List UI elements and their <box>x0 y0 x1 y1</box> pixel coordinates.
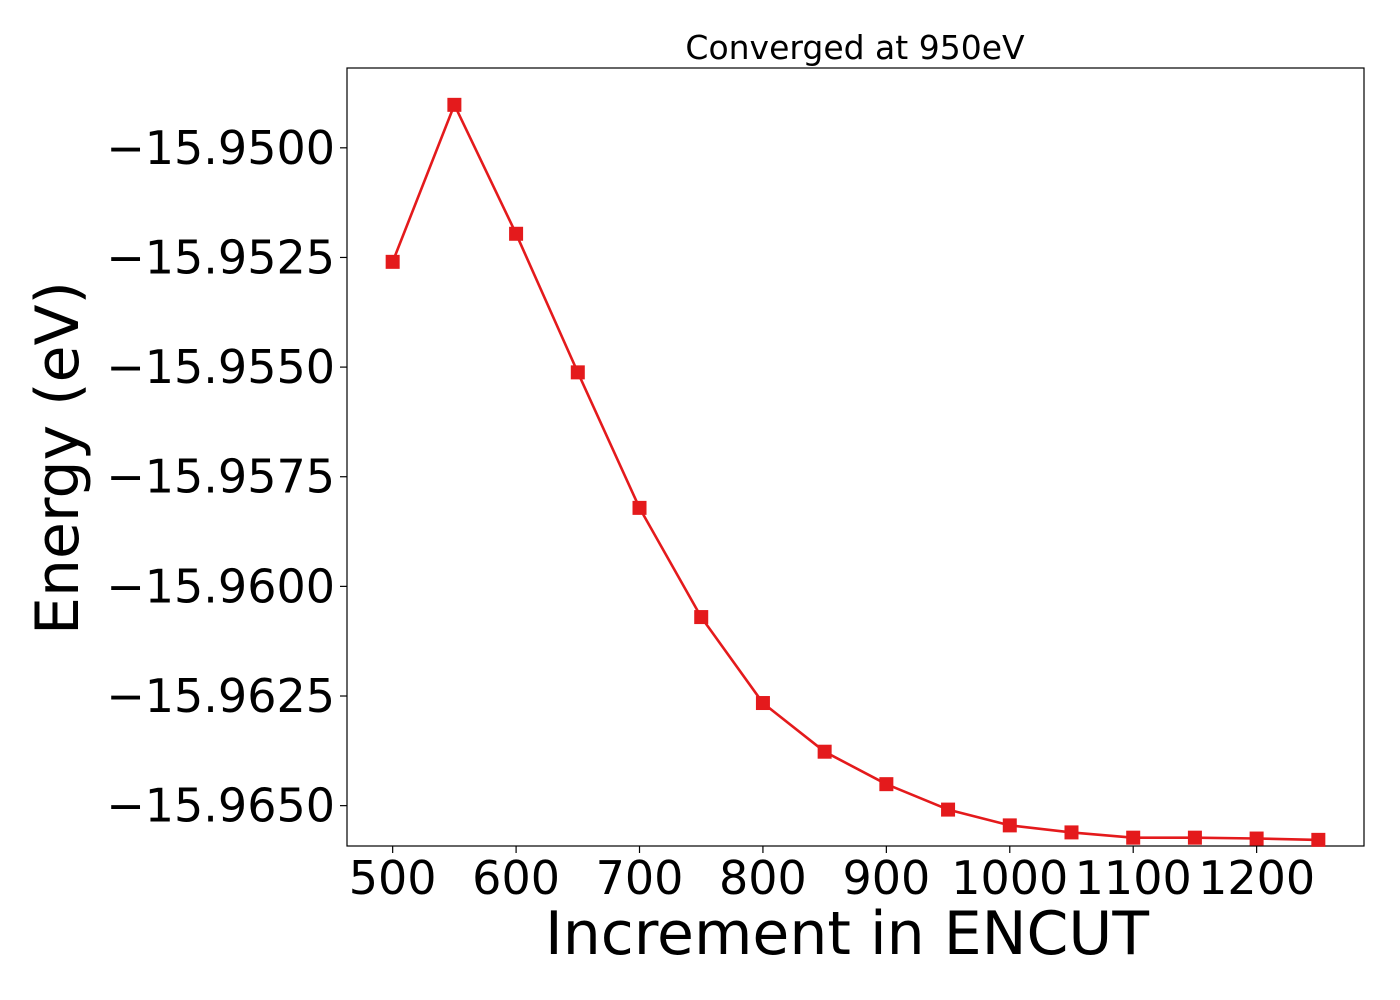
data-point-marker <box>570 365 585 380</box>
x-tick-label: 900 <box>842 851 930 905</box>
x-tick-label: 1100 <box>1075 851 1192 905</box>
data-point-marker <box>447 97 462 112</box>
y-tick-label: −15.9550 <box>106 340 335 394</box>
y-tick-label: −15.9575 <box>106 450 335 504</box>
data-point-marker <box>1064 825 1079 840</box>
series-line <box>391 103 1319 842</box>
plot-area: −15.9500 −15.9525 −15.9550 −15.9575 −15.9600… <box>106 67 1365 905</box>
data-point-marker <box>1311 832 1326 847</box>
x-tick-label: 500 <box>349 851 437 905</box>
chart-title: Converged at 950eV <box>685 28 1025 67</box>
data-point-marker <box>1249 831 1264 846</box>
y-axis-label: Energy (eV) <box>23 281 93 635</box>
data-point-marker <box>632 500 647 515</box>
y-tick-label: −15.9600 <box>106 559 335 613</box>
data-point-marker <box>1126 830 1141 845</box>
data-point-marker <box>941 802 956 817</box>
x-tick-label: 700 <box>596 851 684 905</box>
data-point-marker <box>1187 830 1202 845</box>
data-point-marker <box>694 610 709 625</box>
data-point-marker <box>1002 818 1017 833</box>
x-tick-label: 1200 <box>1198 851 1315 905</box>
y-tick-label: −15.9525 <box>106 230 335 284</box>
x-tick-label: 600 <box>472 851 560 905</box>
data-point-marker <box>817 744 832 759</box>
data-point-marker <box>509 226 524 241</box>
x-axis-label: Increment in ENCUT <box>545 899 1149 969</box>
plot-frame <box>346 67 1365 847</box>
y-tick-label: −15.9625 <box>106 669 335 723</box>
x-tick-label: 800 <box>719 851 807 905</box>
y-tick-label: −15.9650 <box>106 779 335 833</box>
y-tick-label: −15.9500 <box>106 121 335 175</box>
x-tick-label: 1000 <box>951 851 1068 905</box>
data-point-marker <box>755 696 770 711</box>
data-point-marker <box>879 777 894 792</box>
data-point-marker <box>385 254 400 269</box>
